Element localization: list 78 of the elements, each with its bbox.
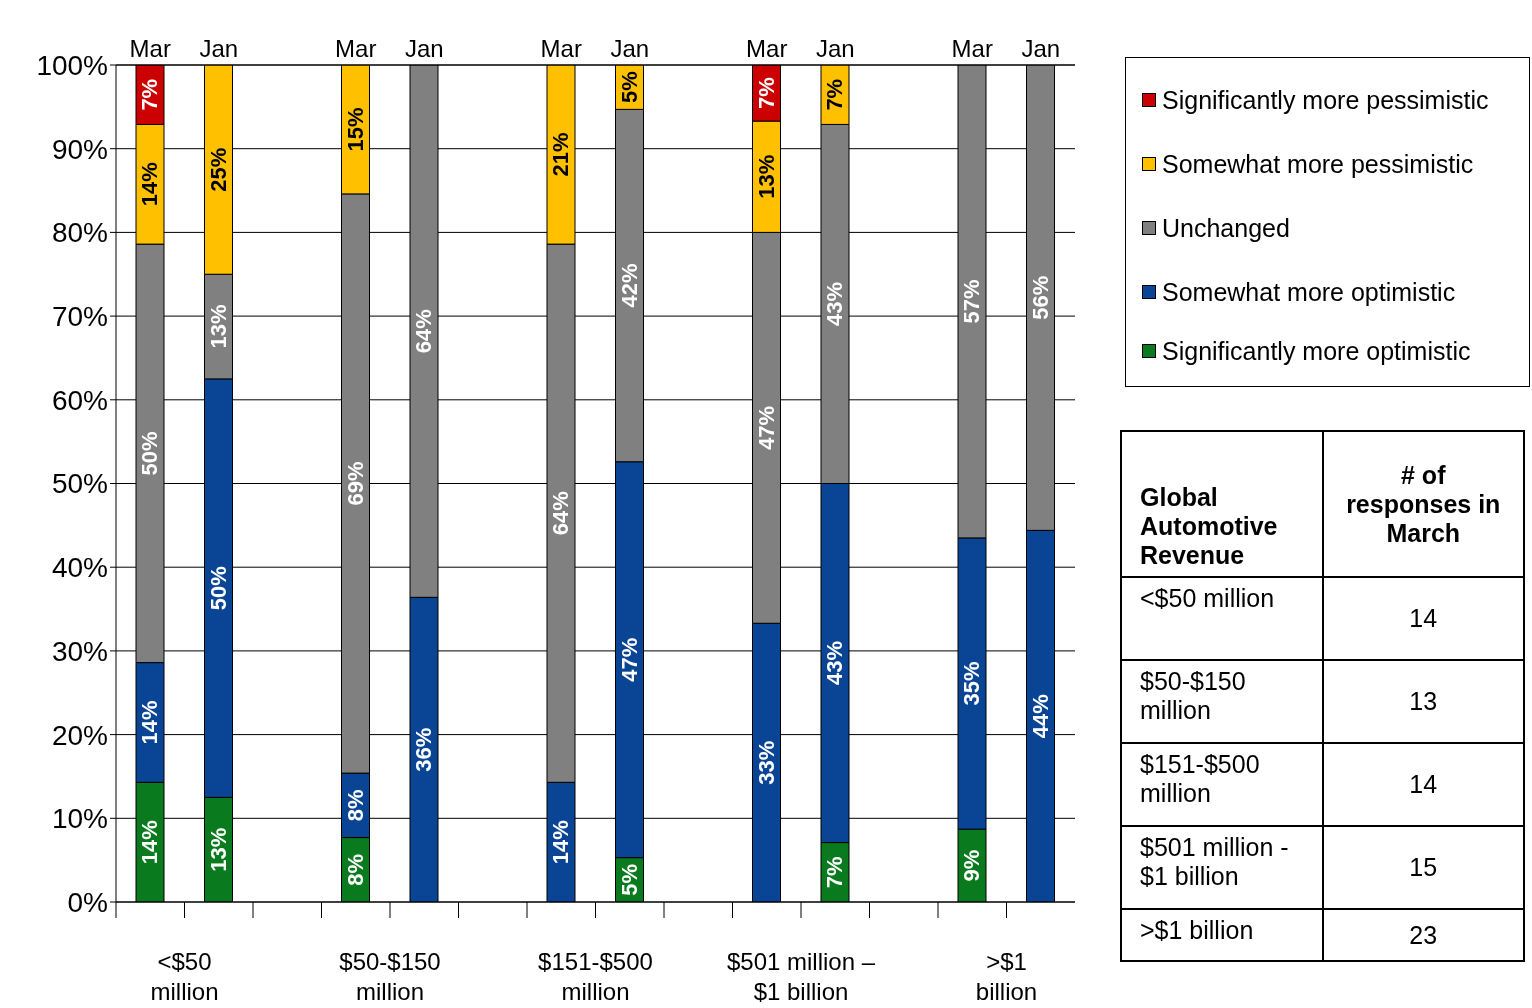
text: 13	[1322, 660, 1524, 743]
legend-label: Significantly more optimistic	[1162, 336, 1471, 366]
y-tick-label: 100%	[36, 49, 108, 81]
y-tick-label: 0%	[67, 886, 108, 918]
text: >$1 billion	[1121, 909, 1323, 961]
data-label: 14%	[548, 820, 574, 865]
y-tick-label: 70%	[51, 301, 108, 333]
text: Global Automotive Revenue	[1121, 431, 1323, 577]
legend-label: Significantly more pessimistic	[1162, 85, 1489, 115]
x-tick-label: Jan	[404, 35, 444, 62]
x-tick-label: Mar	[335, 35, 377, 62]
x-tick-label: Mar	[746, 35, 788, 62]
data-label: 8%	[343, 789, 368, 822]
text: # of responses in March	[1322, 431, 1524, 577]
data-label: 44%	[1028, 694, 1053, 739]
y-tick-label: 50%	[51, 468, 108, 500]
x-tick-label: Jan	[815, 35, 855, 62]
text: <$50 million	[150, 948, 219, 1005]
data-label: 5%	[617, 863, 642, 896]
text: >$1 billion	[975, 948, 1038, 1005]
data-label: 64%	[548, 491, 574, 536]
text: $151-$500 million	[538, 948, 653, 1005]
y-tick-label: 30%	[51, 635, 108, 667]
text: 23	[1322, 909, 1524, 961]
y-tick-label: 20%	[51, 719, 108, 751]
x-tick-label: Jan	[199, 35, 239, 62]
data-label: 47%	[754, 405, 779, 450]
x-tick-label: Jan	[1021, 35, 1061, 62]
text: $50-$150 million	[1121, 660, 1323, 743]
legend-label: Somewhat more pessimistic	[1162, 149, 1474, 179]
data-label: 64%	[411, 309, 437, 354]
y-tick-label: 90%	[51, 133, 108, 165]
data-label: 14%	[137, 820, 163, 865]
data-label: 13%	[206, 304, 231, 349]
data-label: 50%	[137, 431, 163, 476]
data-label: 36%	[411, 727, 437, 772]
text: 14	[1322, 743, 1524, 826]
data-label: 35%	[959, 661, 985, 706]
text: 15	[1322, 826, 1524, 909]
text: $151-$500 million	[1121, 743, 1323, 826]
data-label: 69%	[343, 461, 368, 506]
y-tick-label: 10%	[51, 803, 108, 835]
data-label: 5%	[617, 71, 642, 104]
legend-label: Somewhat more optimistic	[1162, 277, 1456, 307]
data-label: 50%	[206, 566, 231, 611]
x-tick-label: Mar	[540, 35, 582, 62]
x-tick-label: Mar	[129, 35, 171, 62]
data-label: 9%	[959, 849, 985, 882]
data-label: 14%	[137, 700, 163, 745]
text: <$50 million	[1121, 577, 1323, 660]
text: 14	[1322, 577, 1524, 660]
text: $501 million – $1 billion	[726, 948, 876, 1005]
data-label: 33%	[754, 740, 779, 785]
legend-label: Unchanged	[1162, 213, 1290, 243]
text: $50-$150 million	[339, 948, 441, 1005]
x-tick-label: Mar	[951, 35, 993, 62]
data-label: 7%	[754, 77, 779, 109]
y-tick-label: 60%	[51, 384, 108, 416]
data-label: 57%	[959, 279, 985, 324]
data-label: 43%	[822, 281, 848, 326]
y-tick-label: 80%	[51, 217, 108, 249]
data-label: 7%	[822, 78, 848, 111]
data-label: 14%	[137, 162, 163, 207]
data-label: 13%	[206, 827, 231, 872]
data-label: 21%	[548, 132, 574, 177]
data-label: 25%	[206, 147, 231, 192]
x-tick-label: Jan	[610, 35, 650, 62]
data-label: 13%	[754, 154, 779, 199]
y-tick-label: 40%	[51, 552, 108, 584]
data-label: 8%	[343, 853, 368, 886]
text: $501 million - $1 billion	[1121, 826, 1323, 909]
data-label: 42%	[617, 263, 642, 308]
data-label: 47%	[617, 637, 642, 682]
data-label: 7%	[137, 78, 163, 111]
data-label: 7%	[822, 856, 848, 889]
data-label: 56%	[1028, 275, 1053, 320]
data-label: 15%	[343, 107, 368, 152]
data-label: 43%	[822, 641, 848, 686]
